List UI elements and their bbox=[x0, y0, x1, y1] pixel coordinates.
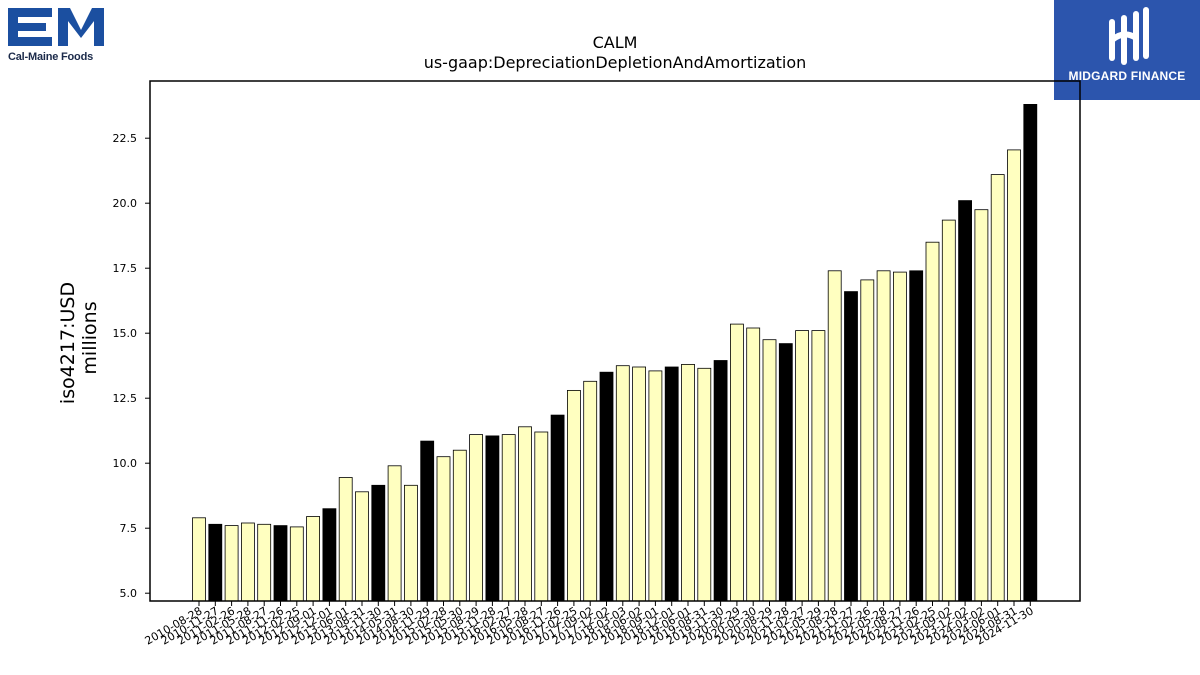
bars-group bbox=[192, 104, 1038, 602]
bar bbox=[990, 174, 1005, 602]
bar bbox=[273, 525, 288, 602]
bar bbox=[501, 434, 516, 602]
bar bbox=[974, 209, 989, 602]
bar bbox=[925, 241, 940, 602]
bar bbox=[567, 389, 581, 602]
y-tick-label: 22.5 bbox=[113, 132, 138, 145]
bar bbox=[485, 435, 500, 602]
y-tick-label: 15.0 bbox=[113, 327, 138, 340]
y-axis-label: iso4217:USD bbox=[57, 282, 79, 404]
y-tick-label: 20.0 bbox=[113, 197, 138, 210]
bar bbox=[893, 271, 907, 602]
y-tick-label: 10.0 bbox=[113, 457, 138, 470]
bar bbox=[762, 339, 777, 602]
y-tick-label: 7.5 bbox=[120, 522, 138, 535]
bar bbox=[909, 270, 924, 602]
cal-maine-logo bbox=[8, 8, 104, 46]
cal-maine-emblem-icon bbox=[8, 8, 104, 46]
bar bbox=[664, 366, 679, 602]
bar bbox=[615, 365, 630, 602]
bar bbox=[713, 360, 728, 602]
bar bbox=[240, 522, 255, 602]
bar bbox=[371, 484, 386, 602]
bar bbox=[583, 380, 598, 602]
chart-subtitle: us-gaap:DepreciationDepletionAndAmortiza… bbox=[424, 53, 807, 72]
bar bbox=[958, 200, 972, 602]
midgard-logo-text: MIDGARD FINANCE bbox=[1068, 69, 1186, 83]
y-axis-label-units: millions bbox=[79, 301, 101, 374]
bar bbox=[827, 270, 842, 602]
bar bbox=[322, 508, 337, 602]
bar bbox=[1023, 104, 1038, 602]
bar bbox=[1007, 149, 1021, 602]
bar bbox=[420, 440, 435, 602]
x-axis: 2010-08-282010-11-272011-02-262011-05-28… bbox=[143, 601, 1036, 648]
bar bbox=[469, 434, 484, 602]
y-tick-label: 17.5 bbox=[113, 262, 138, 275]
plot-frame bbox=[149, 80, 1081, 602]
bar bbox=[534, 431, 549, 602]
bar bbox=[550, 414, 565, 602]
bar bbox=[387, 465, 402, 602]
y-tick-label: 5.0 bbox=[120, 587, 138, 600]
bar bbox=[941, 219, 956, 602]
bar bbox=[518, 426, 532, 602]
bar bbox=[844, 291, 858, 602]
bar bbox=[730, 323, 744, 602]
bar bbox=[681, 363, 695, 602]
bar bbox=[860, 279, 875, 602]
bar bbox=[355, 491, 369, 602]
bar bbox=[697, 367, 712, 602]
midgard-emblem-icon bbox=[1109, 7, 1149, 65]
bar bbox=[632, 366, 646, 602]
bar bbox=[192, 517, 206, 602]
bar bbox=[403, 484, 418, 602]
chart-title: CALM bbox=[593, 33, 638, 52]
bar bbox=[289, 526, 304, 602]
bar bbox=[746, 327, 761, 602]
bar bbox=[306, 516, 321, 602]
bar bbox=[795, 330, 809, 602]
bar bbox=[224, 525, 239, 602]
bar bbox=[338, 477, 353, 602]
bar bbox=[778, 343, 793, 602]
cal-maine-logo-text: Cal-Maine Foods bbox=[8, 51, 94, 63]
midgard-finance-logo: MIDGARD FINANCE bbox=[1054, 0, 1200, 100]
bar bbox=[452, 449, 467, 602]
y-tick-label: 12.5 bbox=[113, 392, 138, 405]
bar bbox=[257, 523, 272, 602]
bar bbox=[648, 370, 663, 602]
bar bbox=[436, 456, 451, 602]
bar bbox=[811, 330, 826, 602]
bar bbox=[876, 270, 891, 602]
bar bbox=[599, 371, 614, 602]
bar bbox=[208, 523, 223, 602]
y-axis: 5.0 7.5 10.0 12.5 15.0 17.5 20.0 22.5 bbox=[113, 132, 150, 600]
